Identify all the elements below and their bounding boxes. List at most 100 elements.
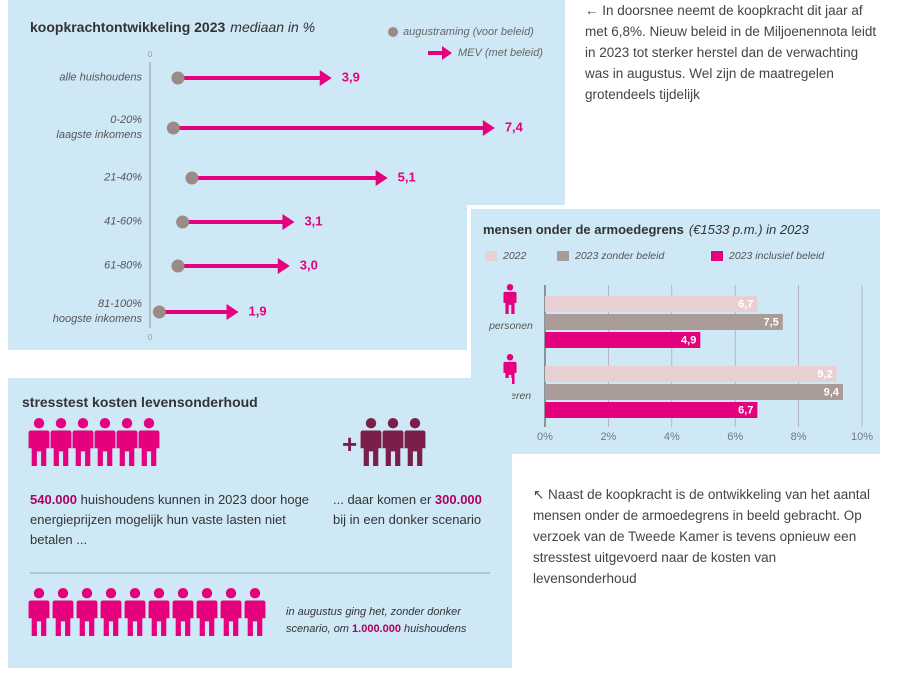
person-icon — [196, 588, 218, 636]
value-label: 3,0 — [300, 257, 318, 272]
x-tick-label: 2% — [600, 431, 616, 443]
value-label: 3,9 — [342, 69, 360, 84]
arrow — [182, 214, 295, 230]
arrow — [191, 170, 388, 186]
number: 540.000 — [30, 492, 77, 507]
category-label: 81-100% hoogste inkomens — [52, 298, 142, 325]
x-tick-label: 10% — [851, 431, 873, 443]
bar — [545, 296, 758, 312]
chart-panel: mensen onder de armoedegrens (€1533 p.m.)… — [467, 205, 884, 458]
x-tick-label: 6% — [727, 431, 743, 443]
arrow — [159, 304, 239, 320]
number: 1.000.000 — [352, 623, 401, 635]
x-tick-label: 0 — [148, 50, 153, 59]
dot — [176, 215, 190, 229]
x-tick-label: 8% — [791, 431, 807, 443]
chart: koopkrachtontwikkeling 2023 mediaan in % a… — [30, 19, 543, 342]
person-icon — [76, 588, 98, 636]
legend-arrow — [428, 46, 452, 60]
bar — [545, 332, 701, 348]
category-label: personen — [488, 320, 533, 332]
arrow — [177, 258, 290, 274]
category-label: 0-20% laagste inkomens — [56, 114, 142, 141]
people-icons — [28, 588, 266, 636]
value-label: 7,5 — [763, 316, 778, 328]
subtitle: mediaan in % — [230, 19, 315, 35]
person-icon — [28, 588, 50, 636]
person-icon — [52, 588, 74, 636]
chart-title: mensen onder de armoedegrens (€1533 p.m.)… — [483, 222, 810, 237]
legend-swatch — [485, 251, 497, 261]
text: bij in een donker scenario — [333, 512, 482, 527]
legend-label: 2023 inclusief beleid — [728, 250, 825, 262]
chart-title: koopkrachtontwikkeling 2023 mediaan in % — [30, 19, 315, 35]
text: in augustus ging het, zonder donker scen… — [286, 604, 506, 638]
person-icon — [404, 418, 426, 466]
legend-label: 2022 — [502, 250, 527, 262]
chart: mensen onder de armoedegrens (€1533 p.m.)… — [483, 222, 873, 443]
text: huishoudens — [400, 623, 467, 635]
text: huishoudens kunnen in 2023 door hoge ene… — [30, 492, 310, 547]
x-tick-label: 4% — [664, 431, 680, 443]
legend-label: augustraming (voor beleid) — [403, 26, 534, 38]
plus: + — [342, 429, 357, 459]
dot — [166, 121, 180, 135]
value-label: 6,7 — [738, 298, 753, 310]
value-label: 6,7 — [738, 404, 753, 416]
value-label: 9,4 — [824, 386, 840, 398]
stresstest-panel: + stresstest kosten levensonderhoud 540.… — [8, 378, 512, 668]
bar — [545, 366, 837, 382]
dot — [171, 71, 185, 85]
x-tick-label: 0 — [148, 333, 153, 342]
legend-swatch — [557, 251, 569, 261]
person-icon — [94, 418, 116, 466]
people-icons — [360, 418, 426, 466]
category-icon — [503, 284, 517, 314]
category-label: 61-80% — [104, 259, 142, 272]
legend-dot — [388, 27, 398, 37]
text: ... daar komen er — [333, 492, 435, 507]
dot — [171, 259, 185, 273]
legend-swatch — [711, 251, 723, 261]
value-label: 9,2 — [817, 368, 832, 380]
person-icon — [28, 418, 50, 466]
arrow — [173, 120, 495, 136]
person-icon — [100, 588, 122, 636]
number: 300.000 — [434, 492, 482, 507]
chart-panel: koopkrachtontwikkeling 2023 mediaan in % a… — [8, 0, 565, 350]
bar — [545, 384, 843, 400]
note: ← In doorsnee neemt de koopkracht dit ja… — [585, 3, 877, 102]
title: stresstest kosten levensonderhoud — [22, 394, 258, 410]
value-label: 4,9 — [681, 334, 696, 346]
value-label: 1,9 — [249, 303, 267, 318]
text: ... daar komen er 300.000 bij in een don… — [333, 490, 483, 530]
person-icon — [124, 588, 146, 636]
arrow — [177, 70, 332, 86]
title: mensen onder de armoedegrens — [483, 222, 684, 237]
title: koopkrachtontwikkeling 2023 — [30, 19, 225, 35]
person-icon — [220, 588, 242, 636]
note: ↖ Naast de koopkracht is de ontwikkeling… — [533, 487, 871, 586]
icons: + — [28, 418, 490, 636]
text: in augustus ging het, zonder donker scen… — [286, 606, 461, 635]
legend-label: 2023 zonder beleid — [574, 250, 665, 262]
dot — [185, 171, 199, 185]
person-icon — [50, 418, 72, 466]
text: 540.000 huishoudens kunnen in 2023 door … — [30, 490, 320, 550]
legend-label: MEV (met beleid) — [458, 47, 543, 59]
category-label: 21-40% — [104, 171, 142, 184]
person-icon — [138, 418, 160, 466]
person-icon — [382, 418, 404, 466]
value-label: 3,1 — [304, 213, 322, 228]
people-icons — [28, 418, 160, 466]
dot — [152, 305, 166, 319]
bar — [545, 402, 758, 418]
person-icon — [116, 418, 138, 466]
person-icon — [72, 418, 94, 466]
value-label: 7,4 — [505, 119, 524, 134]
category-label: alle huishoudens — [59, 71, 142, 84]
person-icon — [244, 588, 266, 636]
person-icon — [148, 588, 170, 636]
bar — [545, 314, 783, 330]
